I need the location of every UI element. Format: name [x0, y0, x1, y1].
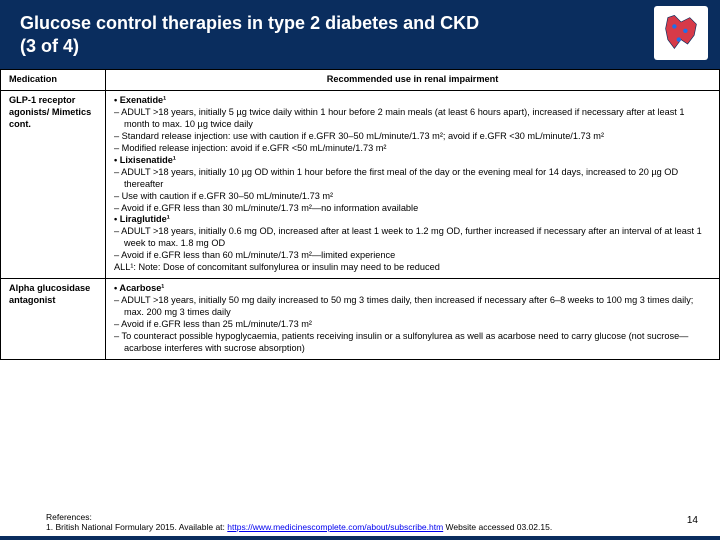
drug-name: • Liraglutide¹: [114, 214, 711, 226]
medication-cell: Alpha glucosidase antagonist: [1, 279, 106, 360]
table-header-row: Medication Recommended use in renal impa…: [1, 70, 720, 91]
recommendation-line: Standard release injection: use with cau…: [114, 131, 711, 143]
page-title: Glucose control therapies in type 2 diab…: [20, 12, 580, 57]
footer-bar: [0, 536, 720, 540]
title-line-1: Glucose control therapies in type 2 diab…: [20, 13, 479, 33]
reference-text-1: 1. British National Formulary 2015. Avai…: [46, 522, 227, 532]
title-line-2: (3 of 4): [20, 36, 79, 56]
references-label: References:: [46, 512, 92, 522]
recommendation-cell: • Exenatide¹ADULT >18 years, initially 5…: [106, 90, 720, 278]
recommendation-line: To counteract possible hypoglycaemia, pa…: [114, 331, 711, 355]
drug-name: • Exenatide¹: [114, 95, 711, 107]
col-medication: Medication: [1, 70, 106, 91]
tail-note: ALL¹: Note: Dose of concomitant sulfonyl…: [114, 262, 711, 274]
drug-name: • Lixisenatide¹: [114, 155, 711, 167]
recommendation-line: Avoid if e.GFR less than 25 mL/minute/1.…: [114, 319, 711, 331]
page-number: 14: [687, 515, 698, 526]
references: References: 1. British National Formular…: [46, 512, 552, 532]
brand-logo: [654, 6, 708, 60]
recommendation-line: Use with caution if e.GFR 30–50 mL/minut…: [114, 191, 711, 203]
reference-text-2: Website accessed 03.02.15.: [443, 522, 552, 532]
map-icon: [659, 11, 703, 55]
recommendation-line: Modified release injection: avoid if e.G…: [114, 143, 711, 155]
medication-table: Medication Recommended use in renal impa…: [0, 69, 720, 360]
reference-link[interactable]: https://www.medicinescomplete.com/about/…: [227, 522, 443, 532]
recommendation-line: ADULT >18 years, initially 0.6 mg OD, in…: [114, 226, 711, 250]
recommendation-line: ADULT >18 years, initially 50 mg daily i…: [114, 295, 711, 319]
slide-header: Glucose control therapies in type 2 diab…: [0, 0, 720, 69]
medication-cell: GLP-1 receptor agonists/ Mimetics cont.: [1, 90, 106, 278]
table-row: Alpha glucosidase antagonist• Acarbose¹A…: [1, 279, 720, 360]
drug-name: • Acarbose¹: [114, 283, 711, 295]
recommendation-line: ADULT >18 years, initially 10 µg OD with…: [114, 167, 711, 191]
recommendation-line: Avoid if e.GFR less than 30 mL/minute/1.…: [114, 203, 711, 215]
recommendation-line: ADULT >18 years, initially 5 µg twice da…: [114, 107, 711, 131]
col-recommended: Recommended use in renal impairment: [106, 70, 720, 91]
recommendation-line: Avoid if e.GFR less than 60 mL/minute/1.…: [114, 250, 711, 262]
table-row: GLP-1 receptor agonists/ Mimetics cont.•…: [1, 90, 720, 278]
recommendation-cell: • Acarbose¹ADULT >18 years, initially 50…: [106, 279, 720, 360]
